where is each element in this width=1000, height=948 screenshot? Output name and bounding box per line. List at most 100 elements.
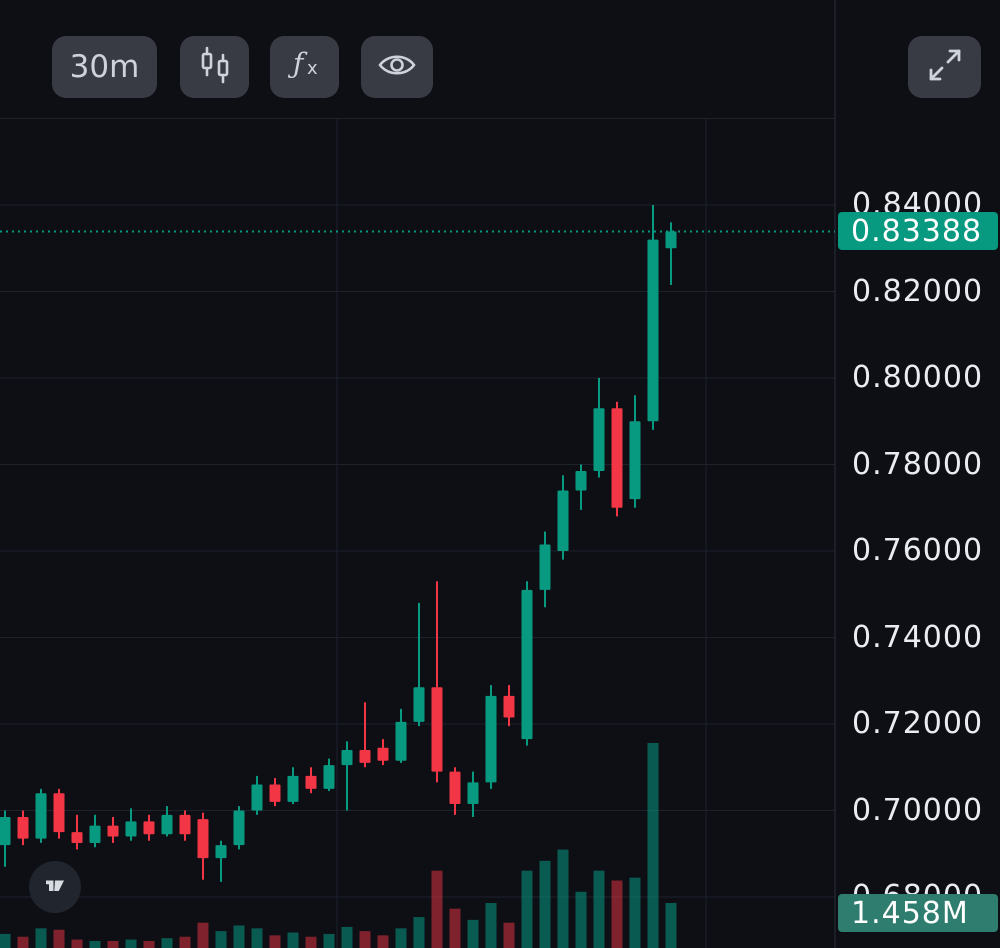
volume-bar [359,931,371,948]
price-tick-label: 0.82000 [852,273,984,309]
volume-bar [125,939,137,948]
candle-body [521,589,533,740]
candle-body [143,821,155,835]
candle-body [71,832,83,843]
volume-bar [0,933,11,948]
candle-body [215,845,227,859]
candle-body [485,695,497,783]
candle-body [125,821,137,837]
candle-body [557,490,569,551]
volume-bar [413,917,425,948]
volume-bar [233,925,245,948]
candle-body [17,816,29,839]
eye-icon [377,45,417,89]
price-tick-label: 0.78000 [852,446,984,482]
expand-icon [925,45,965,89]
volume-bar [323,933,335,948]
interval-label: 30m [69,49,140,85]
indicators-button[interactable]: ƒ x [270,36,339,98]
candle-body [395,721,407,761]
chart-style-button[interactable] [180,36,249,98]
candle-body [377,747,389,761]
volume-bar [179,936,191,948]
volume-bar [665,903,677,948]
candle-body [89,825,101,843]
volume-bar [341,926,353,948]
tradingview-logo-icon [40,870,70,904]
candle-body [35,793,47,839]
tradingview-logo[interactable] [29,861,81,913]
volume-bar [215,931,227,948]
candle-body [413,687,425,722]
volume-bar [485,903,497,948]
candle-body [305,775,317,789]
volume-bar [503,922,515,948]
volume-bar [521,870,533,948]
visibility-button[interactable] [361,36,433,98]
candle-body [251,784,263,811]
candle-body [593,408,605,471]
volume-bar [17,936,29,948]
volume-bar [449,908,461,948]
volume-bar [575,891,587,948]
candle-body [647,239,659,422]
volume-bar [269,935,281,948]
candle-body [341,749,353,766]
fullscreen-button[interactable] [908,36,981,98]
volume-bar [467,919,479,948]
candle-body [287,775,299,802]
candle-body [197,819,209,859]
volume-bar [395,928,407,948]
fx-icon: ƒ x [285,45,325,89]
candle-body [431,687,443,772]
candle-body [233,810,245,846]
volume-bar [71,939,83,948]
volume-bar [305,936,317,948]
volume-bar [161,938,173,948]
candles-series [0,205,677,882]
svg-text:ƒ: ƒ [287,47,308,80]
volume-bar [197,922,209,948]
volume-bars [0,743,677,948]
candle-body [107,825,119,837]
candle-body [665,231,677,249]
price-tick-label: 0.80000 [852,360,984,395]
candle-body [449,771,461,805]
candle-body [503,695,515,718]
gridlines [0,0,836,948]
candle-body [575,470,587,491]
volume-bar [143,940,155,948]
candles-icon [195,45,235,89]
volume-bar [647,743,659,948]
candle-body [53,793,65,833]
volume-bar [35,928,47,948]
candle-body [611,408,623,508]
volume-bar [593,870,605,948]
interval-button[interactable]: 30m [52,36,157,98]
candle-body [539,544,551,590]
volume-bar [557,849,569,948]
price-tick-label: 0.72000 [852,706,984,741]
svg-text:x: x [307,58,318,79]
volume-bar [53,929,65,948]
volume-bar [287,932,299,948]
price-tick-label: 0.76000 [852,533,984,568]
candle-body [0,816,11,846]
price-tick-label: 0.70000 [852,792,984,828]
candle-body [323,765,335,789]
candle-body [179,814,191,835]
candle-body [269,784,281,802]
candle-body [359,749,371,763]
volume-bar [377,935,389,948]
candle-body [467,782,479,805]
volume-bar [629,877,641,948]
volume-bar [539,860,551,948]
price-tick-label: 0.74000 [852,619,984,655]
candle-body [161,814,173,835]
volume-bar [431,870,443,948]
volume-bar [611,880,623,948]
volume-bar [251,928,263,948]
volume-bar [107,940,119,948]
candle-body [629,421,641,500]
